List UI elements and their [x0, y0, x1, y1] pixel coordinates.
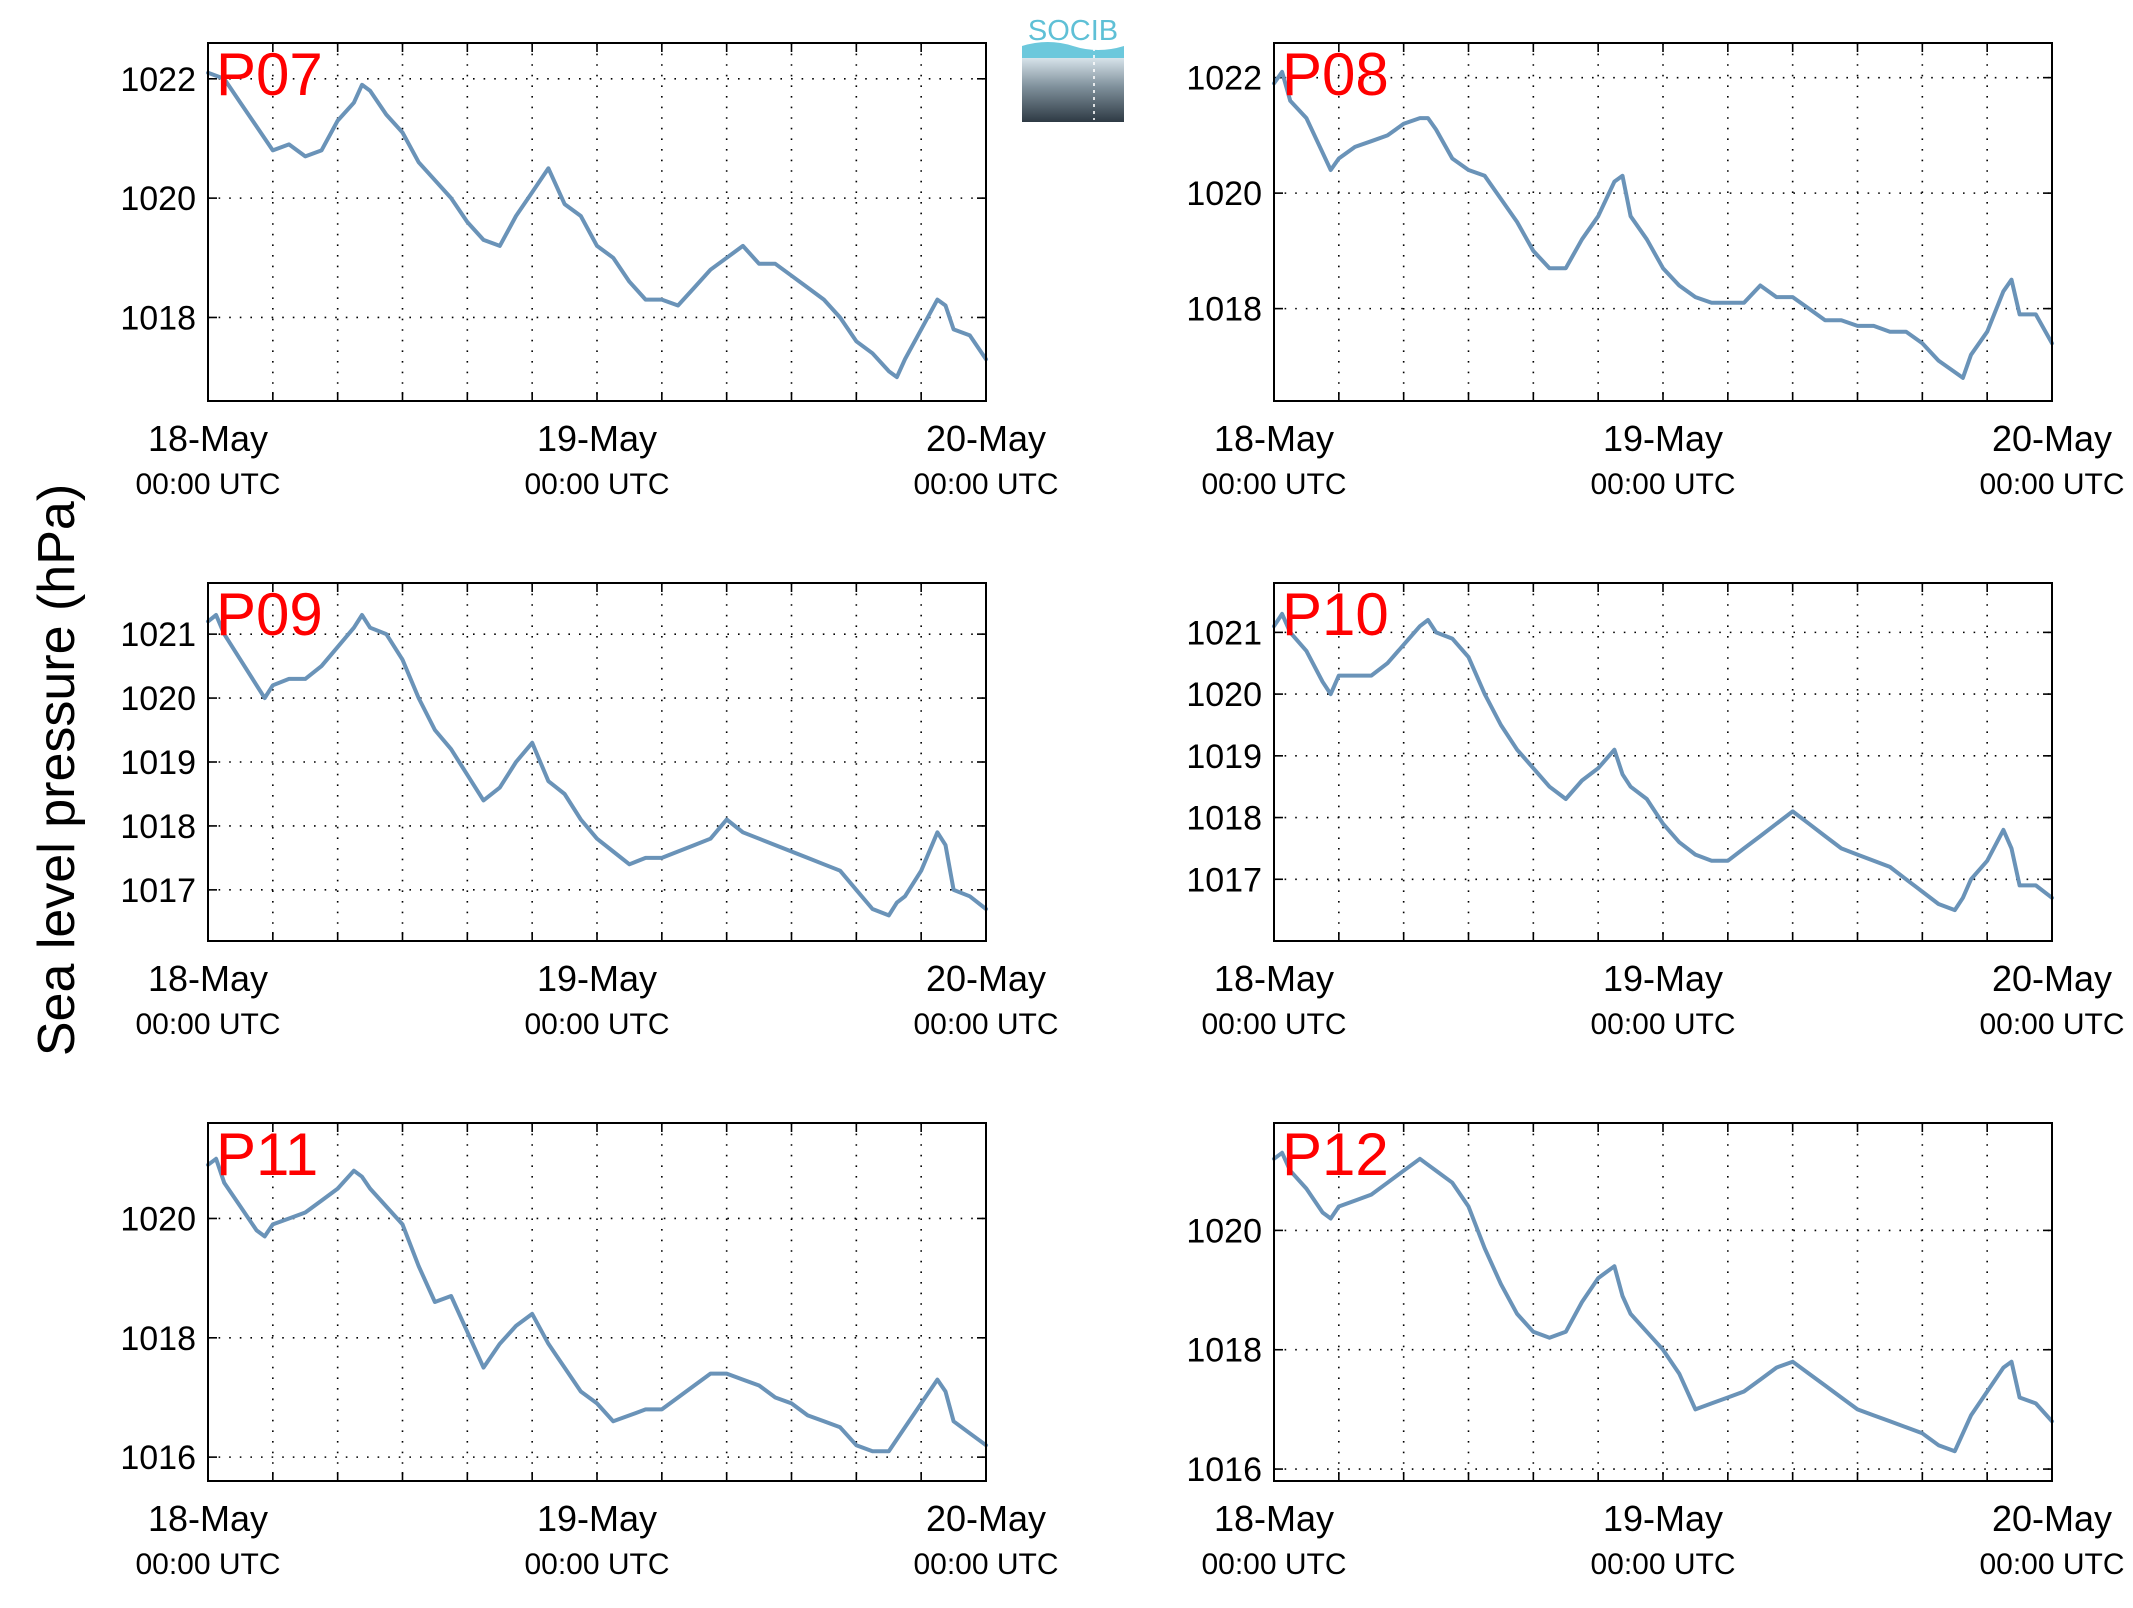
y-tick-label: 1020	[120, 180, 196, 218]
y-tick-label: 1020	[1186, 676, 1262, 714]
y-tick-label: 1020	[1186, 175, 1262, 213]
axes-frame	[1273, 42, 2053, 402]
x-tick-label-date: 19-May	[1603, 1498, 1723, 1539]
x-tick-label-date: 20-May	[926, 958, 1046, 999]
y-tick-label: 1022	[1186, 60, 1262, 98]
panel-label: P10	[1282, 581, 1389, 648]
panel-p11: 1016 1018 1020 18-May 00:00 UTC 19-May 00:00 U…	[120, 1121, 1058, 1581]
y-tick-label: 1018	[1186, 1332, 1262, 1370]
axes-frame	[1273, 582, 2053, 942]
x-tick-label-time: 00:00 UTC	[1979, 1548, 2124, 1581]
x-tick-label-time: 00:00 UTC	[1590, 1008, 1735, 1041]
x-tick-label-time: 00:00 UTC	[1201, 1548, 1346, 1581]
series-line-p11	[206, 1156, 988, 1454]
y-tick-label: 1018	[120, 808, 196, 846]
axes-frame	[1273, 1122, 2053, 1482]
x-tick-label-time: 00:00 UTC	[524, 468, 669, 501]
x-tick-label-date: 20-May	[1992, 958, 2112, 999]
axes-frame	[207, 1122, 987, 1482]
x-tick-label-date: 18-May	[148, 1498, 268, 1539]
x-tick-label-time: 00:00 UTC	[135, 1008, 280, 1041]
x-tick-label-time: 00:00 UTC	[524, 1548, 669, 1581]
panel-label: P12	[1282, 1121, 1389, 1188]
x-tick-label-time: 00:00 UTC	[1979, 468, 2124, 501]
y-tick-label: 1021	[120, 616, 196, 654]
series-line-p08	[1272, 69, 2054, 380]
y-tick-label: 1016	[1186, 1451, 1262, 1489]
x-tick-label-date: 19-May	[1603, 418, 1723, 459]
y-tick-label: 1018	[1186, 800, 1262, 838]
y-tick-label: 1018	[120, 299, 196, 337]
y-tick-label: 1019	[1186, 738, 1262, 776]
x-tick-label-time: 00:00 UTC	[1201, 468, 1346, 501]
x-tick-label-date: 19-May	[537, 958, 657, 999]
x-tick-label-time: 00:00 UTC	[1201, 1008, 1346, 1041]
x-tick-label-date: 20-May	[1992, 418, 2112, 459]
socib-logo: SOCIB	[1022, 15, 1124, 122]
panel-label: P11	[216, 1121, 318, 1188]
x-tick-label-date: 18-May	[1214, 1498, 1334, 1539]
x-tick-label-date: 20-May	[926, 1498, 1046, 1539]
x-tick-label-time: 00:00 UTC	[1590, 1548, 1735, 1581]
x-tick-label-date: 18-May	[148, 418, 268, 459]
series-line-p12	[1272, 1150, 2054, 1454]
axes-frame	[207, 582, 987, 942]
axes-frame	[207, 42, 987, 402]
x-tick-label-date: 19-May	[1603, 958, 1723, 999]
y-tick-label: 1019	[120, 744, 196, 782]
panel-p08: 1018 1020 1022 18-May 00:00 UTC 19-May 00:00 U…	[1186, 41, 2124, 501]
series-line-p09	[206, 613, 988, 918]
y-tick-label: 1016	[120, 1439, 196, 1477]
y-tick-label: 1017	[120, 872, 196, 910]
y-tick-label: 1021	[1186, 614, 1262, 652]
x-tick-label-date: 18-May	[148, 958, 268, 999]
x-tick-label-date: 19-May	[537, 1498, 657, 1539]
panel-label: P07	[216, 41, 323, 108]
x-tick-label-date: 20-May	[926, 418, 1046, 459]
panel-p10: 1017 1018 1019 1020 1021 18-May 00:00 UTC 19-Ma…	[1186, 581, 2124, 1041]
y-tick-label: 1017	[1186, 861, 1262, 899]
x-tick-label-time: 00:00 UTC	[135, 1548, 280, 1581]
x-tick-label-time: 00:00 UTC	[1979, 1008, 2124, 1041]
panel-p12: 1016 1018 1020 18-May 00:00 UTC 19-May 00:00 U…	[1186, 1121, 2124, 1581]
y-tick-label: 1022	[120, 61, 196, 99]
x-tick-label-date: 18-May	[1214, 418, 1334, 459]
series-line-p10	[1272, 611, 2054, 913]
x-tick-label-date: 18-May	[1214, 958, 1334, 999]
y-tick-label: 1018	[120, 1320, 196, 1358]
panel-label: P09	[216, 581, 323, 648]
x-tick-label-time: 00:00 UTC	[1590, 468, 1735, 501]
x-tick-label-time: 00:00 UTC	[135, 468, 280, 501]
y-tick-label: 1020	[1186, 1212, 1262, 1250]
panel-p09: 1017 1018 1019 1020 1021 18-May 00:00 UTC 19-Ma…	[120, 581, 1058, 1041]
x-tick-label-time: 00:00 UTC	[913, 1548, 1058, 1581]
x-tick-label-time: 00:00 UTC	[524, 1008, 669, 1041]
y-tick-label: 1018	[1186, 291, 1262, 329]
x-tick-label-time: 00:00 UTC	[913, 468, 1058, 501]
panel-p07: 1018 1020 1022 18-May 00:00 UTC 19-May 00:00 U…	[120, 41, 1058, 501]
x-tick-label-date: 19-May	[537, 418, 657, 459]
y-tick-label: 1020	[120, 680, 196, 718]
x-tick-label-date: 20-May	[1992, 1498, 2112, 1539]
series-line-p07	[206, 70, 988, 380]
logo-text: SOCIB	[1028, 15, 1118, 47]
y-tick-label: 1020	[120, 1200, 196, 1238]
panel-label: P08	[1282, 41, 1389, 108]
x-tick-label-time: 00:00 UTC	[913, 1008, 1058, 1041]
